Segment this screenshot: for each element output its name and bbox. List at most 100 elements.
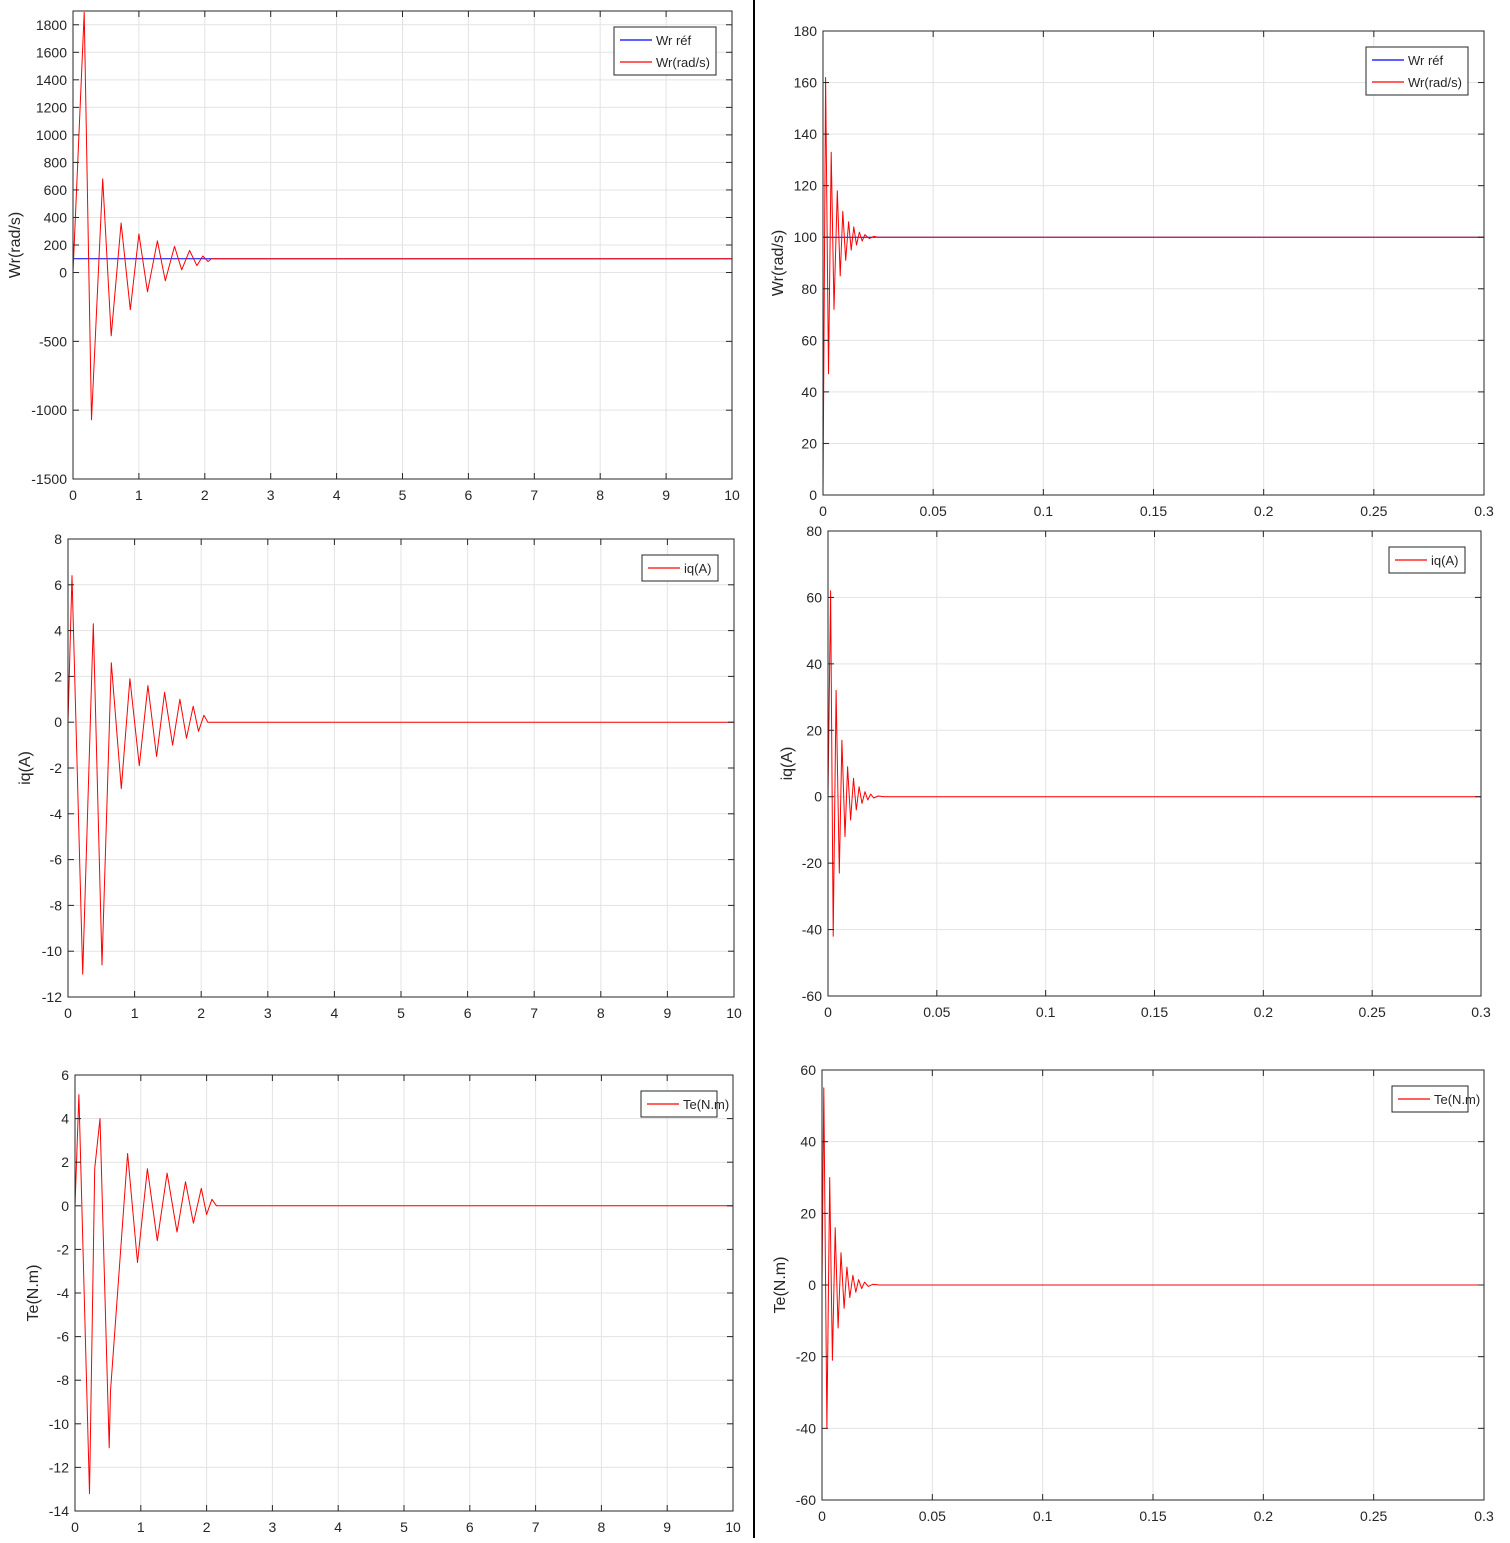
chart-1-ylabel: Wr(rad/s) [7, 212, 24, 278]
chart-6-ytick-label-1: -40 [796, 1420, 816, 1436]
chart-1-ytick-label-12: 1800 [36, 17, 67, 33]
chart-6-xtick-label-4: 0.2 [1254, 1508, 1274, 1524]
chart-2-xtick-label-1: 0.05 [920, 503, 947, 519]
chart-4-xtick-label-6: 0.3 [1471, 1004, 1491, 1020]
chart-1-xtick-label-2: 2 [201, 487, 209, 503]
chart-3-xtick-label-5: 5 [397, 1005, 405, 1021]
chart-2-ytick-label-5: 100 [794, 229, 818, 245]
chart-5-xtick-label-5: 5 [400, 1519, 408, 1535]
chart-4-ylabel: iq(A) [779, 747, 796, 781]
chart-1-ytick-label-3: 0 [59, 265, 67, 281]
chart-1-xtick-label-6: 6 [465, 487, 473, 503]
chart-1-legend-label-2: Wr(rad/s) [656, 55, 710, 70]
chart-2-legend-label-2: Wr(rad/s) [1408, 75, 1462, 90]
chart-2-xtick-label-6: 0.3 [1474, 503, 1494, 519]
chart-3-legend: iq(A) [641, 554, 719, 582]
chart-6-xtick-label-5: 0.25 [1360, 1508, 1387, 1524]
chart-1-ytick-label-5: 400 [44, 209, 68, 225]
chart-1-ytick-label-2: -500 [39, 333, 67, 349]
chart-2-legend: Wr réf Wr(rad/s) [1365, 46, 1469, 96]
chart-2-ytick-label-9: 180 [794, 23, 818, 39]
chart-5-xtick-label-0: 0 [71, 1519, 79, 1535]
chart-4-ytick-label-0: -60 [802, 988, 822, 1004]
chart-6-ylabel: Te(N.m) [772, 1257, 789, 1314]
chart-2-ytick-label-6: 120 [794, 178, 818, 194]
chart-2-xtick-label-5: 0.25 [1360, 503, 1387, 519]
chart-1-legend-box [613, 26, 717, 76]
chart-5-ytick-label-10: 6 [61, 1067, 69, 1083]
chart-3-xtick-label-1: 1 [131, 1005, 139, 1021]
chart-4: 0 0.05 0.1 0.15 0.2 0.25 0.3 -60 -40 -20 0 20 40 60 80… [779, 523, 1491, 1020]
chart-5-xtick-label-1: 1 [137, 1519, 145, 1535]
chart-6-ytick-label-0: -60 [796, 1492, 816, 1508]
chart-1-legend-label-1: Wr réf [656, 33, 692, 48]
chart-1-ytick-label-8: 1000 [36, 127, 67, 143]
chart-3-legend-label-1: iq(A) [684, 561, 711, 576]
chart-3-xtick-label-0: 0 [64, 1005, 72, 1021]
chart-2-ytick-label-0: 0 [809, 487, 817, 503]
chart-1-ytick-label-9: 1200 [36, 99, 67, 115]
chart-3-xtick-label-6: 6 [464, 1005, 472, 1021]
chart-3-ytick-label-10: 8 [54, 531, 62, 547]
chart-1-xtick-label-5: 5 [399, 487, 407, 503]
chart-2-ytick-label-1: 20 [801, 435, 817, 451]
chart-5-series-1-line [74, 1094, 733, 1495]
chart-2-legend-box [1365, 46, 1469, 96]
chart-1-ytick-label-0: -1500 [31, 471, 67, 487]
chart-2-ytick-label-4: 80 [801, 281, 817, 297]
chart-1-xtick-label-9: 9 [662, 487, 670, 503]
chart-1-ytick-label-4: 200 [44, 237, 68, 253]
chart-4-xtick-label-5: 0.25 [1359, 1004, 1386, 1020]
chart-3-ylabel: iq(A) [17, 751, 34, 785]
chart-1-ytick-label-11: 1600 [36, 44, 67, 60]
chart-3-ytick-label-0: -12 [42, 989, 62, 1005]
chart-5-xtick-label-10: 10 [725, 1519, 741, 1535]
panel-divider [753, 0, 755, 1538]
chart-1-xtick-label-1: 1 [135, 487, 143, 503]
chart-4-series-1-line [827, 590, 1481, 937]
chart-2-ytick-label-3: 60 [801, 332, 817, 348]
chart-4-xtick-label-0: 0 [824, 1004, 832, 1020]
chart-5-xtick-label-3: 3 [269, 1519, 277, 1535]
chart-3: 0 1 2 3 4 5 6 7 8 9 10 -12 -10 -8 -6 -4 -2 0 2 4 6 8 iq(A) iq(A… [17, 531, 742, 1021]
chart-6-xtick-label-6: 0.3 [1474, 1508, 1494, 1524]
chart-4-ytick-label-6: 60 [806, 589, 822, 605]
chart-5-ytick-label-6: -2 [57, 1241, 70, 1257]
chart-3-ytick-label-8: 4 [54, 623, 62, 639]
chart-5-ytick-label-2: -10 [49, 1416, 69, 1432]
chart-5-ytick-label-9: 4 [61, 1111, 69, 1127]
chart-3-xtick-label-3: 3 [264, 1005, 272, 1021]
chart-4-legend-label-1: iq(A) [1431, 553, 1458, 568]
chart-1-xtick-label-10: 10 [724, 487, 740, 503]
chart-5-legend: Te(N.m) [640, 1090, 729, 1118]
chart-5-ytick-label-5: -4 [57, 1285, 70, 1301]
chart-3-xtick-label-2: 2 [197, 1005, 205, 1021]
chart-6-ytick-label-5: 40 [800, 1134, 816, 1150]
chart-5-xtick-label-4: 4 [334, 1519, 342, 1535]
chart-1-ytick-label-1: -1000 [31, 402, 67, 418]
chart-3-xtick-label-4: 4 [331, 1005, 339, 1021]
chart-5-xtick-label-9: 9 [663, 1519, 671, 1535]
chart-4-xtick-label-4: 0.2 [1254, 1004, 1274, 1020]
chart-5-xtick-label-6: 6 [466, 1519, 474, 1535]
chart-4-ytick-label-5: 40 [806, 656, 822, 672]
chart-6-xtick-label-1: 0.05 [919, 1508, 946, 1524]
chart-5-ytick-label-8: 2 [61, 1154, 69, 1170]
chart-6-xtick-label-0: 0 [818, 1508, 826, 1524]
chart-6: 0 0.05 0.1 0.15 0.2 0.25 0.3 -60 -40 -20 0 20 40 60 Te… [772, 1062, 1494, 1524]
chart-1-xtick-label-3: 3 [267, 487, 275, 503]
chart-3-xtick-label-7: 7 [530, 1005, 538, 1021]
chart-4-xtick-label-1: 0.05 [923, 1004, 950, 1020]
chart-6-ytick-label-3: 0 [808, 1277, 816, 1293]
chart-4-xtick-label-3: 0.15 [1141, 1004, 1168, 1020]
chart-1-series-2-line [72, 11, 732, 421]
chart-6-series-1-line [821, 1087, 1484, 1429]
chart-2-xtick-label-4: 0.2 [1254, 503, 1274, 519]
chart-3-ytick-label-5: -2 [50, 760, 63, 776]
chart-3-xtick-label-10: 10 [726, 1005, 742, 1021]
chart-6-legend-label-1: Te(N.m) [1434, 1092, 1480, 1107]
chart-5-ytick-label-0: -14 [49, 1503, 69, 1519]
chart-4-ytick-label-2: -20 [802, 855, 822, 871]
chart-1: 0 1 2 3 4 5 6 7 8 9 10 -1500 -1000 -500 0 200 400 600 800 1… [7, 10, 740, 503]
